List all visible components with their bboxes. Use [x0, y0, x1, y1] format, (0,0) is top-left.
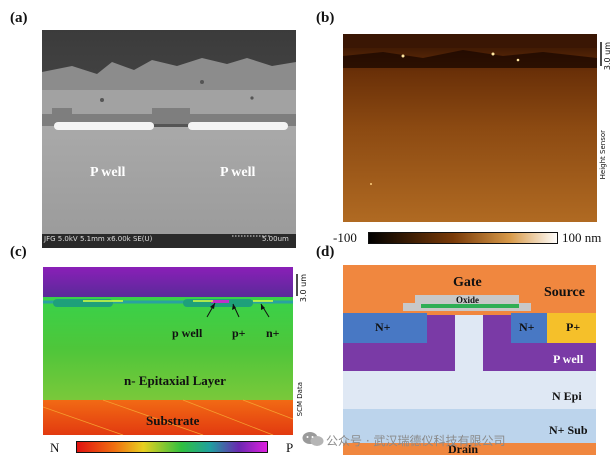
afm-scale-bar [600, 42, 602, 66]
schematic-nepi-label: N Epi [552, 389, 582, 403]
schematic-pplus-label: P+ [566, 320, 581, 334]
scm-colorbar [76, 441, 268, 453]
schematic-nplus-right-label: N+ [519, 320, 535, 334]
afm-colorbar-max: 100 nm [562, 230, 602, 245]
sem-pwell-right: P well [220, 165, 256, 180]
sem-image [42, 30, 296, 248]
scm-pplus-label: p+ [232, 326, 246, 340]
panel-d-label: (d) [316, 244, 335, 260]
schematic-gate-label: Gate [453, 275, 482, 290]
scm-channel-label: SCM Data [296, 382, 304, 417]
scm-colorbar-left: N [50, 440, 60, 455]
sem-info: JFG 5.0kV 5.1mm x6.00k SE(U) [44, 235, 153, 243]
scm-substrate-label: Substrate [146, 413, 200, 428]
schematic-nplus-left-label: N+ [375, 320, 391, 334]
schematic-source-label: Source [544, 285, 585, 300]
mosfet-schematic [343, 265, 596, 455]
scm-image [43, 267, 293, 435]
sem-pwell-left: P well [90, 165, 126, 180]
schematic-oxide-label: Oxide [456, 295, 480, 305]
afm-colorbar-min: -100 [333, 230, 357, 245]
schematic-pwell-label: P well [553, 352, 584, 366]
afm-scale-length: 3.0 um [603, 42, 612, 71]
panel-a-label: (a) [10, 10, 28, 26]
afm-height-image [343, 34, 597, 222]
schematic-nsub-label: N+ Sub [549, 423, 588, 437]
scm-nplus-label: n+ [266, 326, 280, 340]
sem-scale: 5.00um [262, 235, 289, 243]
scm-scale-length: 3.0 um [299, 274, 308, 303]
watermark-text: 公众号 · 武汉瑞德仪科技有限公司 [326, 434, 506, 448]
scm-scale-bar [296, 274, 298, 296]
schematic-drain-label: Drain [448, 442, 478, 456]
scm-epi-label: n- Epitaxial Layer [124, 373, 226, 388]
afm-colorbar [368, 232, 558, 244]
panel-c-label: (c) [10, 244, 27, 260]
wechat-icon [302, 431, 324, 447]
afm-channel-label: Height Sensor [599, 130, 607, 180]
panel-b-label: (b) [316, 10, 335, 26]
scm-pwell-label: p well [172, 326, 203, 340]
scm-colorbar-right: P [286, 440, 294, 455]
